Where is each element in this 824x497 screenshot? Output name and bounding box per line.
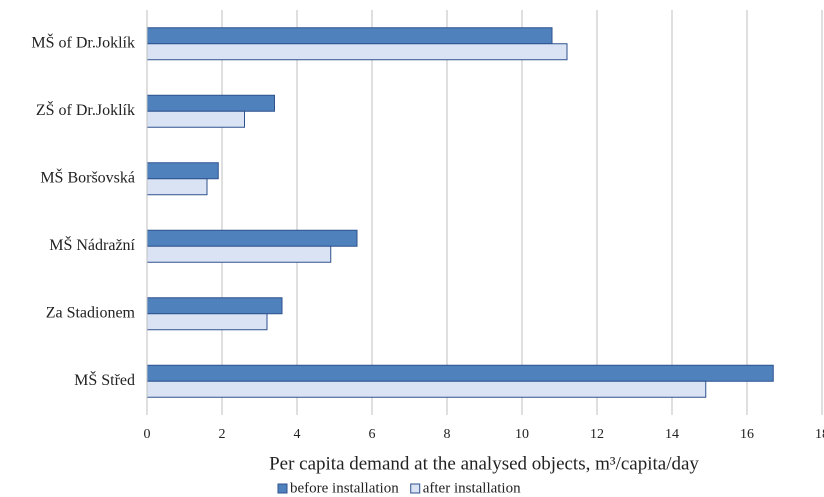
y-tick-label: MŠ Nádražní [49, 235, 135, 254]
x-tick-label: 12 [590, 427, 604, 442]
x-tick-label: 10 [515, 427, 529, 442]
bar [146, 27, 553, 45]
legend-swatch [277, 483, 288, 494]
bar [146, 245, 332, 263]
legend-label: before installation [290, 480, 399, 496]
x-tick-label: 8 [444, 427, 451, 442]
x-tick-label: 6 [369, 427, 376, 442]
x-tick-label: 18 [815, 427, 824, 442]
legend-swatch [410, 483, 421, 494]
y-tick-label: ZŠ of Dr.Joklík [36, 100, 135, 119]
bar [146, 380, 707, 398]
x-axis-label: Per capita demand at the analysed object… [269, 453, 699, 474]
bar [146, 229, 358, 247]
y-tick-label: MŠ Boršovská [40, 167, 135, 186]
bar [146, 364, 774, 382]
x-tick-label: 16 [740, 427, 754, 442]
bar [146, 162, 219, 180]
bar [146, 94, 275, 112]
legend-label: after installation [423, 480, 521, 496]
x-tick-label: 14 [665, 427, 679, 442]
bar [146, 110, 245, 128]
y-tick-label: Za Stadionem [46, 304, 136, 321]
bar [146, 313, 268, 331]
x-tick-label: 2 [219, 427, 226, 442]
y-tick-label: MŠ Střed [74, 370, 135, 389]
bar [146, 43, 568, 61]
bar [146, 178, 208, 196]
x-tick-label: 4 [294, 427, 301, 442]
x-tick-label: 0 [144, 427, 151, 442]
y-tick-label: MŠ of Dr.Joklík [31, 32, 135, 51]
bar [146, 297, 283, 315]
